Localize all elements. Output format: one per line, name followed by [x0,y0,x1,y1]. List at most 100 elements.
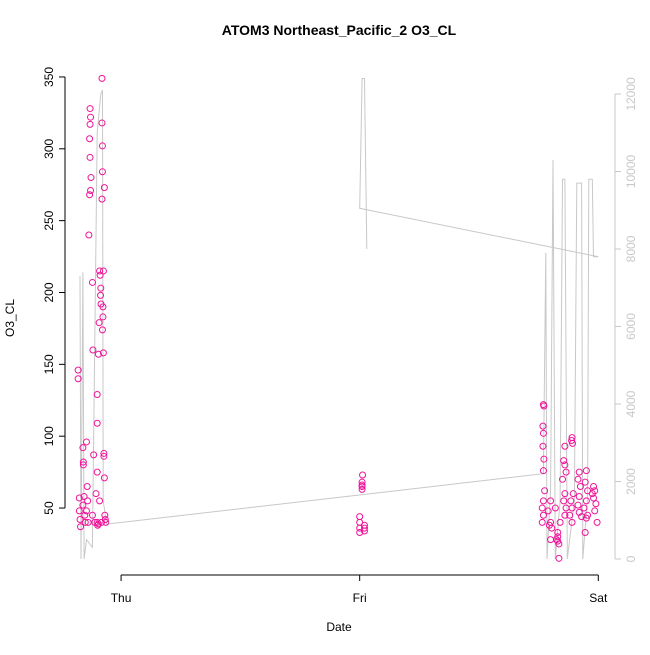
point [576,482,584,490]
point [84,497,92,505]
point [96,271,104,279]
line-series [79,78,599,560]
point [568,518,576,526]
point [539,511,547,519]
point [538,504,546,512]
point [560,497,568,505]
point [93,468,101,476]
point [98,168,106,176]
y2-tick-label: 10000 [624,154,638,188]
point [547,497,555,505]
point [89,346,97,354]
y2-tick-label: 6000 [624,313,638,340]
point [100,452,108,460]
y-tick-label: 250 [42,210,56,230]
point [86,153,94,161]
y-tick-label: 200 [42,282,56,302]
point [90,451,98,459]
point [581,528,589,536]
point [551,504,559,512]
point [356,513,364,521]
point [360,527,368,535]
point [567,497,575,505]
point [87,113,95,121]
point [100,184,108,192]
y2-tick-label: 4000 [624,390,638,417]
point [561,461,569,469]
point [562,504,570,512]
point [74,366,82,374]
point [77,523,85,531]
point [575,493,583,501]
point [554,528,562,536]
point [99,349,107,357]
point [85,231,93,239]
point [556,518,564,526]
point [356,528,364,536]
point [569,439,577,447]
y2-tick-label: 8000 [624,235,638,262]
point [548,524,556,532]
y-axis-label: O3_CL [3,299,17,337]
point [358,485,366,493]
point [95,319,103,327]
point [83,482,91,490]
point [539,422,547,430]
point [84,518,92,526]
point [79,501,87,509]
point [98,142,106,150]
point [79,461,87,469]
point [568,504,576,512]
point [93,391,101,399]
point [75,507,83,515]
x-tick-label: Thu [111,591,132,605]
point [358,478,366,486]
point [559,475,567,483]
point [79,458,87,466]
point [96,497,104,505]
point [82,507,90,515]
y-tick-label: 350 [42,67,56,87]
point [86,191,94,199]
point [88,278,96,286]
point [539,429,547,437]
y2-tick-label: 12000 [624,77,638,111]
point [561,511,569,519]
point [554,533,562,541]
point [574,501,582,509]
point [79,444,87,452]
point [590,494,598,502]
point [99,303,107,311]
point [94,350,102,358]
point [98,119,106,127]
point [538,518,546,526]
point [580,504,588,512]
point [96,267,104,275]
y-tick-label: 150 [42,354,56,374]
point [591,507,599,515]
point [592,500,600,508]
point [560,457,568,465]
point [86,135,94,143]
x-tick-label: Fri [353,591,367,605]
point [561,490,569,498]
y2-tick-label: 2000 [624,468,638,495]
point [539,467,547,475]
point [93,419,101,427]
point [540,455,548,463]
point [100,474,108,482]
point [97,284,105,292]
point [358,482,366,490]
point [102,518,110,526]
point [81,518,89,526]
point [93,518,101,526]
point [98,326,106,334]
point [86,105,94,113]
point [540,402,548,410]
point [97,291,105,299]
point [86,120,94,128]
point [98,74,106,82]
point [76,516,84,524]
point [81,511,89,519]
